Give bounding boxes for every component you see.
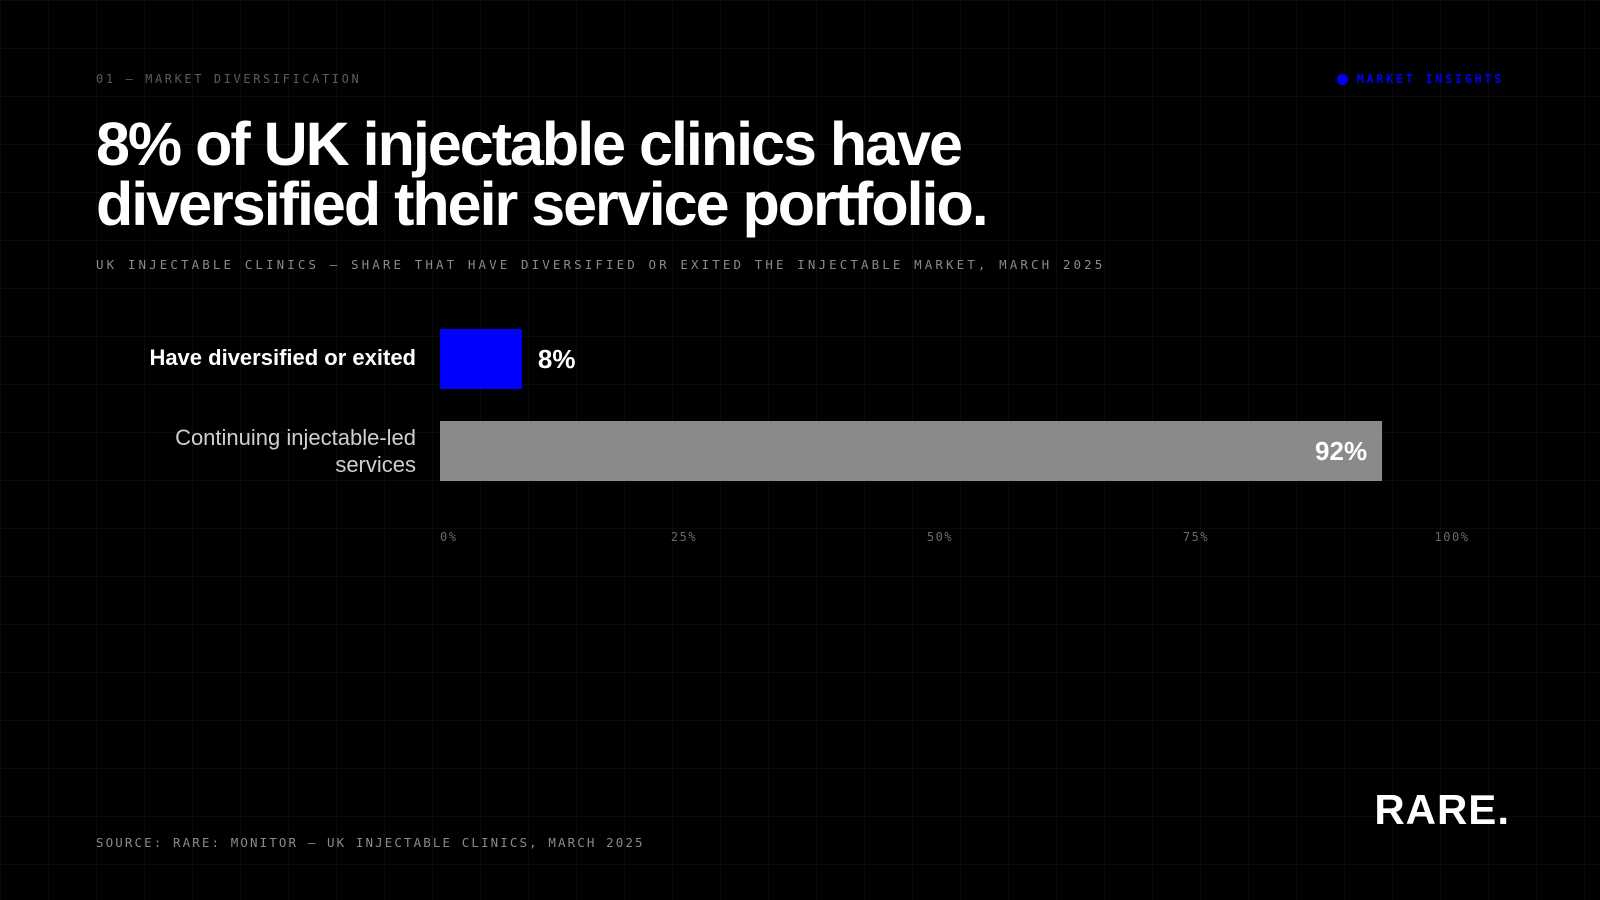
market-insights-tag: MARKET INSIGHTS (1336, 72, 1504, 86)
value-label-0: 8% (538, 344, 576, 374)
bar-1 (440, 421, 1383, 481)
x-tick-label-4: 100% (1435, 530, 1470, 544)
section-kicker: 01 — MARKET DIVERSIFICATION (96, 72, 362, 86)
chart-subtitle: UK INJECTABLE CLINICS — SHARE THAT HAVE … (96, 257, 1106, 272)
bar-0 (440, 329, 522, 389)
source-note: SOURCE: RARE: MONITOR — UK INJECTABLE CL… (96, 835, 645, 850)
value-label-1: 92% (1315, 436, 1367, 466)
dot-icon (1336, 73, 1348, 85)
category-label-continuing: Continuing injectable-led services (175, 425, 416, 477)
page-headline: 8% of UK injectable clinics have diversi… (96, 110, 989, 238)
x-tick-label-1: 25% (671, 530, 697, 544)
category-label-diversified: Have diversified or exited (149, 345, 416, 370)
x-tick-label-3: 75% (1183, 530, 1209, 544)
tag-label: MARKET INSIGHTS (1356, 72, 1504, 86)
x-tick-label-2: 50% (927, 530, 953, 544)
rare-logo: RARE. (1374, 786, 1510, 833)
x-tick-label-0: 0% (440, 530, 457, 544)
